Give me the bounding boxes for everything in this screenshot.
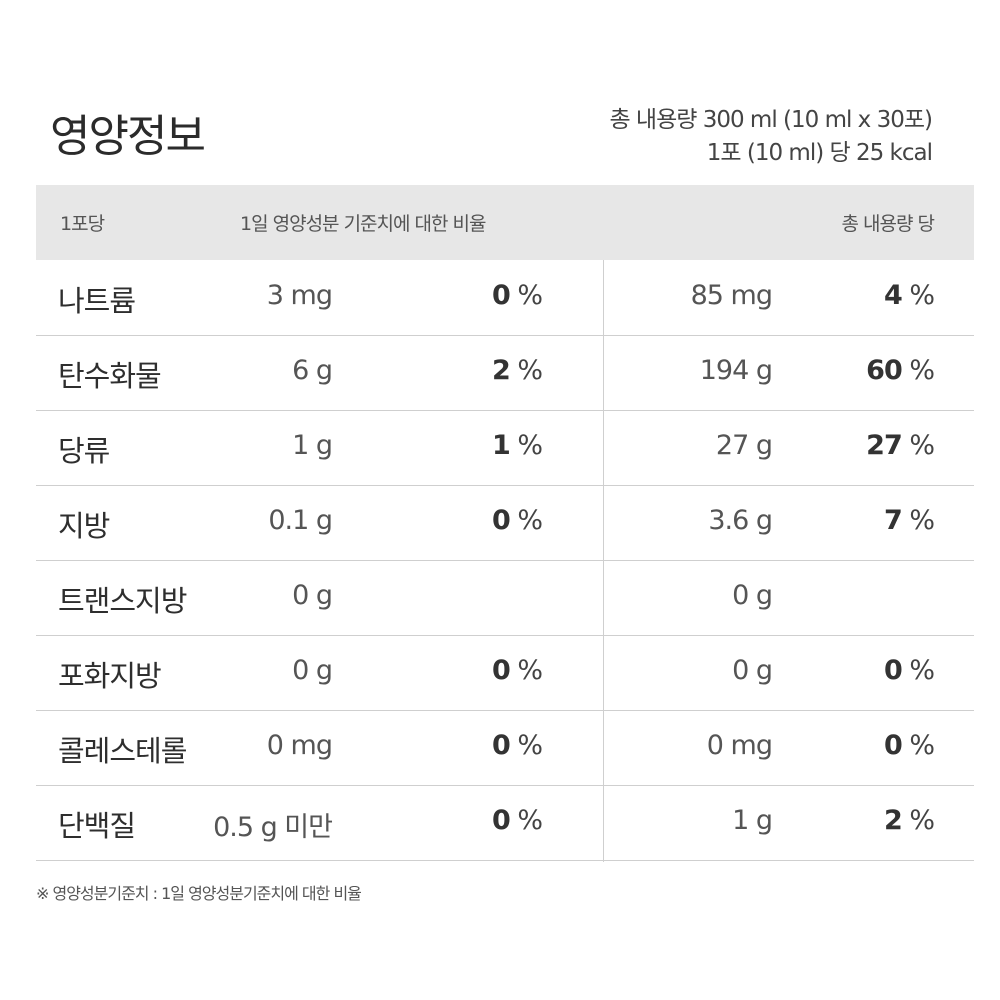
total-amount: 0 g [732, 580, 773, 611]
serving-daily-percent: 0 % [491, 805, 543, 836]
header-per-serving: 1포당 [60, 213, 105, 235]
percent-symbol: % [909, 655, 935, 686]
nutrient-name: 나트륨 [58, 284, 136, 318]
table-row: 나트륨 3 mg 0 % 85 mg 4 % [36, 260, 974, 336]
serving-daily-percent: 2 % [491, 355, 543, 386]
serving-daily-percent-value: 0 [491, 655, 511, 686]
total-amount: 0 mg [706, 730, 773, 761]
percent-symbol: % [517, 805, 543, 836]
serving-amount: 0.1 g [268, 505, 333, 536]
serving-daily-percent: 1 % [491, 430, 543, 461]
total-daily-percent: 27 % [866, 430, 935, 461]
total-amount: 194 g [699, 355, 773, 386]
page-title: 영양정보 [50, 111, 206, 162]
serving-daily-percent-value: 0 [491, 505, 511, 536]
serving-amount: 6 g [292, 355, 333, 386]
percent-symbol: % [517, 655, 543, 686]
nutrient-name: 지방 [58, 509, 110, 543]
total-amount: 85 mg [690, 280, 773, 311]
summary-total-volume: 총 내용량 300 ml (10 ml x 30포) [609, 107, 933, 133]
total-amount: 0 g [732, 655, 773, 686]
table-row: 지방 0.1 g 0 % 3.6 g 7 % [36, 485, 974, 561]
header-daily-ratio: 1일 영양성분 기준치에 대한 비율 [240, 213, 486, 235]
percent-symbol: % [909, 730, 935, 761]
percent-symbol: % [909, 355, 935, 386]
percent-symbol: % [517, 280, 543, 311]
serving-daily-percent: 0 % [491, 655, 543, 686]
total-daily-percent-value: 0 [883, 730, 903, 761]
total-daily-percent-value: 2 [883, 805, 903, 836]
table-header: 1포당 1일 영양성분 기준치에 대한 비율 총 내용량 당 [36, 185, 974, 260]
total-amount: 27 g [715, 430, 773, 461]
table-row: 포화지방 0 g 0 % 0 g 0 % [36, 635, 974, 711]
table-row: 콜레스테롤 0 mg 0 % 0 mg 0 % [36, 710, 974, 786]
serving-daily-percent: 0 % [491, 505, 543, 536]
column-divider [603, 260, 604, 862]
footnote: ※ 영양성분기준치 : 1일 영양성분기준치에 대한 비율 [36, 884, 362, 903]
total-daily-percent-value: 0 [883, 655, 903, 686]
serving-daily-percent-value: 0 [491, 280, 511, 311]
serving-daily-percent-value: 2 [491, 355, 511, 386]
serving-amount: 0.5 g 미만 [213, 812, 333, 843]
table-row: 단백질 0.5 g 미만 0 % 1 g 2 % [36, 785, 974, 861]
serving-daily-percent-value: 1 [491, 430, 511, 461]
percent-symbol: % [517, 505, 543, 536]
table-row: 탄수화물 6 g 2 % 194 g 60 % [36, 335, 974, 411]
serving-amount: 0 mg [266, 730, 333, 761]
serving-daily-percent-value: 0 [491, 805, 511, 836]
percent-symbol: % [909, 805, 935, 836]
total-daily-percent: 60 % [866, 355, 935, 386]
total-amount: 3.6 g [708, 505, 773, 536]
nutrient-name: 콜레스테롤 [58, 734, 187, 768]
percent-symbol: % [517, 355, 543, 386]
serving-daily-percent-value: 0 [491, 730, 511, 761]
nutrient-name: 트랜스지방 [58, 584, 187, 618]
summary-calories: 1포 (10 ml) 당 25 kcal [706, 140, 933, 166]
nutrient-name: 탄수화물 [58, 359, 162, 393]
serving-daily-percent: 0 % [491, 280, 543, 311]
total-daily-percent-value: 7 [883, 505, 903, 536]
total-amount: 1 g [732, 805, 773, 836]
table-row: 당류 1 g 1 % 27 g 27 % [36, 410, 974, 486]
total-daily-percent-value: 60 [866, 355, 903, 386]
nutrient-name: 포화지방 [58, 659, 162, 693]
total-daily-percent: 2 % [883, 805, 935, 836]
total-daily-percent: 7 % [883, 505, 935, 536]
total-daily-percent: 0 % [883, 655, 935, 686]
nutrient-name: 단백질 [58, 809, 136, 843]
nutrient-name: 당류 [58, 434, 110, 468]
percent-symbol: % [909, 505, 935, 536]
serving-amount: 1 g [292, 430, 333, 461]
percent-symbol: % [517, 430, 543, 461]
header-per-total: 총 내용량 당 [841, 213, 935, 235]
total-daily-percent: 4 % [883, 280, 935, 311]
total-daily-percent-value: 4 [883, 280, 903, 311]
total-daily-percent: 0 % [883, 730, 935, 761]
serving-daily-percent: 0 % [491, 730, 543, 761]
serving-amount: 0 g [292, 655, 333, 686]
percent-symbol: % [909, 430, 935, 461]
total-daily-percent-value: 27 [866, 430, 903, 461]
percent-symbol: % [909, 280, 935, 311]
percent-symbol: % [517, 730, 543, 761]
serving-summary: 총 내용량 300 ml (10 ml x 30포) 1포 (10 ml) 당 … [609, 104, 933, 170]
table-row: 트랜스지방 0 g 0 g [36, 560, 974, 636]
serving-amount: 0 g [292, 580, 333, 611]
serving-amount: 3 mg [266, 280, 333, 311]
